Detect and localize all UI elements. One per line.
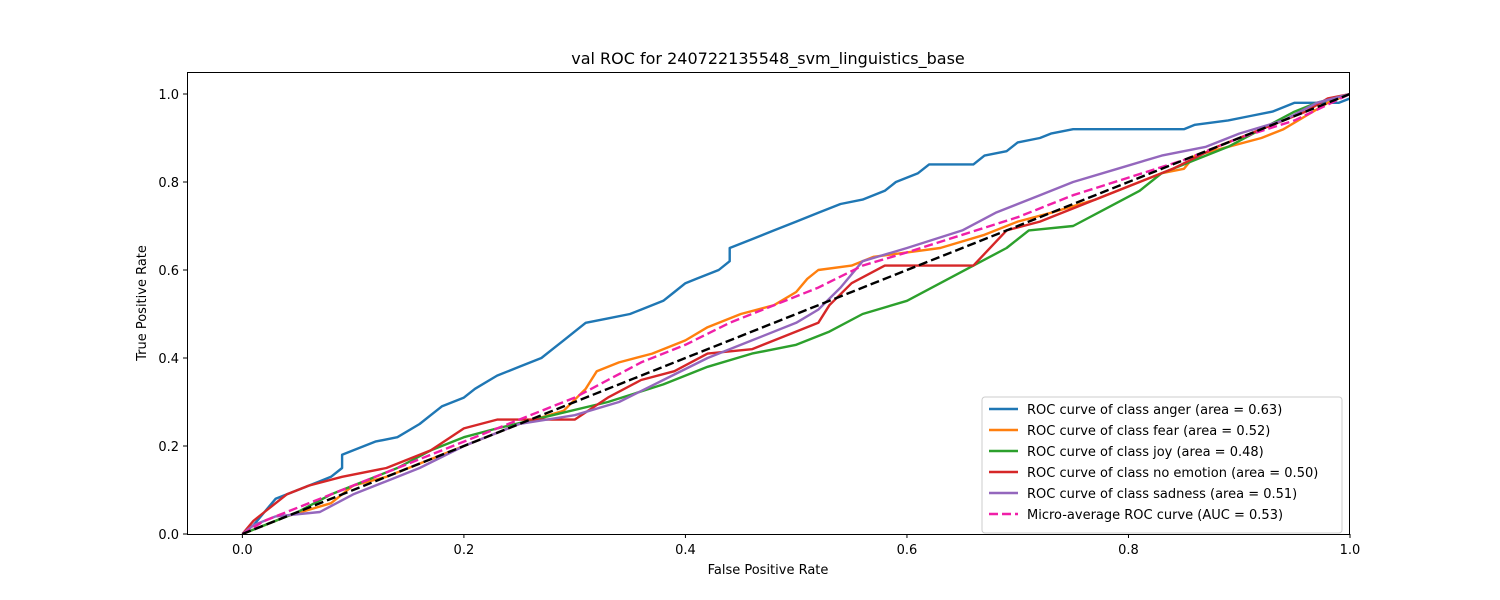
plot-frame: [187, 72, 1350, 535]
x-axis-label: False Positive Rate: [708, 563, 829, 578]
x-tick-label: 0.2: [454, 543, 475, 558]
legend-entry-label: ROC curve of class joy (area = 0.48): [1027, 445, 1264, 460]
x-tick-label: 0.4: [675, 543, 696, 558]
roc-series-line-5: [241, 92, 1350, 534]
legend-box: [981, 396, 1343, 534]
legend-entry-label: ROC curve of class anger (area = 0.63): [1027, 403, 1282, 418]
x-tick-label: 0.8: [1118, 543, 1139, 558]
x-tick-label: 0.0: [232, 543, 253, 558]
legend-entry-label: ROC curve of class sadness (area = 0.51): [1027, 487, 1297, 502]
chart-title: val ROC for 240722135548_svm_linguistics…: [571, 49, 965, 69]
roc-series-line-0: [241, 97, 1350, 534]
legend-entry-label: Micro-average ROC curve (AUC = 0.53): [1027, 508, 1283, 523]
y-tick-label: 0.4: [158, 352, 179, 367]
x-tick-label: 1.0: [1340, 543, 1361, 558]
legend-entry-label: ROC curve of class fear (area = 0.52): [1027, 424, 1270, 439]
y-tick-label: 0.8: [158, 176, 179, 191]
chance-diagonal-line: [241, 92, 1350, 534]
y-tick-label: 1.0: [158, 88, 179, 103]
y-tick-label: 0.6: [158, 264, 179, 279]
y-tick-label: 0.0: [158, 528, 179, 543]
legend-entry-label: ROC curve of class no emotion (area = 0.…: [1027, 466, 1318, 481]
chart-legend: ROC curve of class anger (area = 0.63) RO…: [981, 396, 1343, 534]
roc-series-line-4: [241, 92, 1350, 534]
plot-area: [241, 92, 1350, 534]
roc-series-line-3: [241, 92, 1350, 534]
y-axis-label: True Positive Rate: [135, 245, 150, 362]
y-tick-label: 0.2: [158, 440, 179, 455]
x-tick-label: 0.6: [897, 543, 918, 558]
